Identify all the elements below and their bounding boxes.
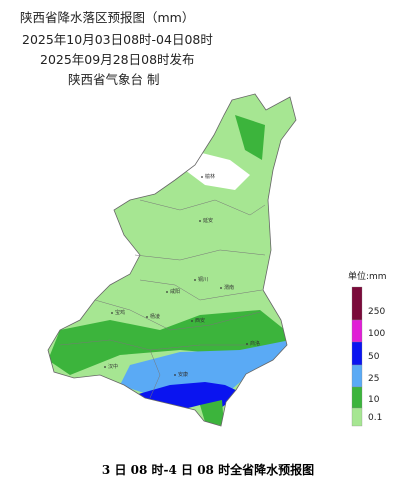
city-dot [201,176,203,178]
city-dot [146,316,148,318]
legend-label: 100 [368,329,385,339]
valid-period: 2025年10月03日08时-04日08时 [22,32,213,47]
city-label: 榆林 [205,173,215,180]
publisher: 陕西省气象台 制 [68,72,159,87]
legend-label: 50 [368,352,380,362]
legend-unit: 单位:mm [348,270,387,282]
legend-swatch [351,407,363,427]
legend-label: 10 [368,395,380,405]
city-dot [191,320,193,322]
legend-swatch [351,286,363,321]
legend-label: 25 [368,374,379,384]
zone-moderate [48,310,287,375]
legend: 单位:mm 250 100 50 25 10 0.1 [348,270,387,427]
city-label: 杨凌 [150,313,160,320]
zone-no-rain [185,150,250,190]
city-label: 商洛 [250,340,260,347]
city-dot [111,312,113,314]
zone-moderate [200,400,224,426]
zone-heavy [120,340,290,395]
city-dot [194,279,196,281]
issued: 2025年09月28日08时发布 [40,52,195,67]
city-label: 延安 [203,217,213,224]
city-dot [220,287,222,289]
title: 陕西省降水落区预报图（mm） [20,10,194,25]
legend-swatch [351,364,363,388]
province-map [48,94,296,426]
city-label: 汉中 [108,363,118,370]
legend-swatch [351,319,363,343]
city-label: 咸阳 [170,288,180,295]
city-dot [166,291,168,293]
city-borders [59,199,266,399]
city-label: 安康 [178,371,188,378]
legend-swatch [351,341,363,366]
city-dot [199,220,201,222]
legend-swatch [351,386,363,409]
city-label: 铜川 [198,276,208,283]
legend-label: 250 [368,307,385,317]
city-label: 渭南 [224,284,234,291]
city-label: 西安 [195,317,205,324]
zone-moderate [235,115,265,160]
city-dot [174,374,176,376]
legend-label: 0.1 [368,413,382,423]
caption: 3 日 08 时-4 日 08 时全省降水预报图 [102,462,314,477]
city-dot [104,366,106,368]
city-dot [246,343,248,345]
city-label: 宝鸡 [115,309,125,316]
